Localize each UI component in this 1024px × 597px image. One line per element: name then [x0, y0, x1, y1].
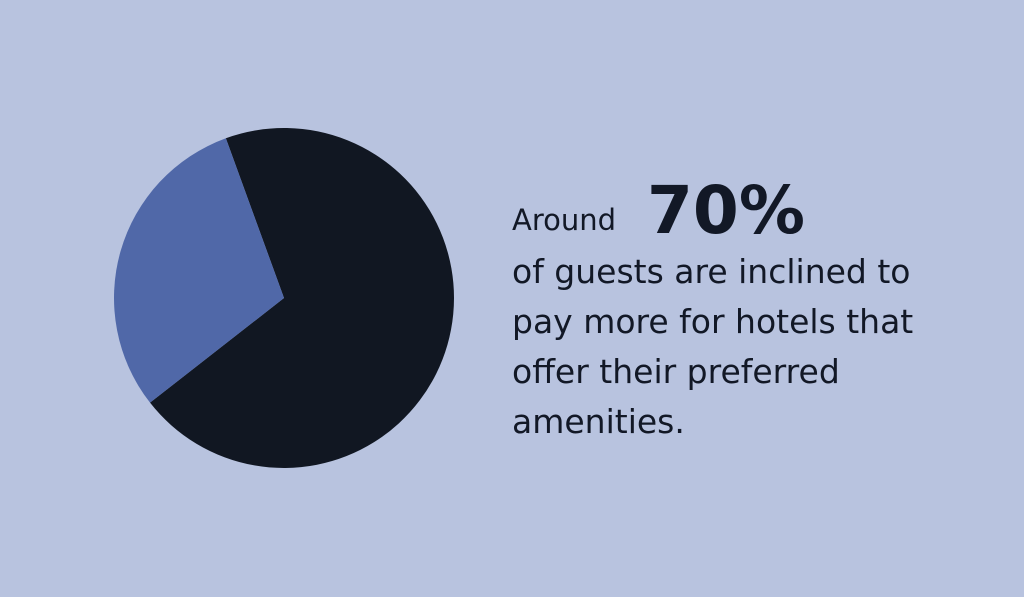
- headline-value: 70%: [647, 172, 805, 249]
- pie-slice: [150, 128, 454, 469]
- pie-slice: [113, 138, 284, 403]
- pie-chart: [113, 128, 454, 469]
- lead-text: Around: [512, 203, 616, 237]
- body-line: amenities.: [512, 402, 685, 441]
- body-text: of guests are inclined to pay more for ho…: [512, 252, 913, 441]
- body-line: offer their preferred: [512, 352, 840, 391]
- body-line: of guests are inclined to: [512, 252, 910, 291]
- body-line: pay more for hotels that: [512, 302, 913, 341]
